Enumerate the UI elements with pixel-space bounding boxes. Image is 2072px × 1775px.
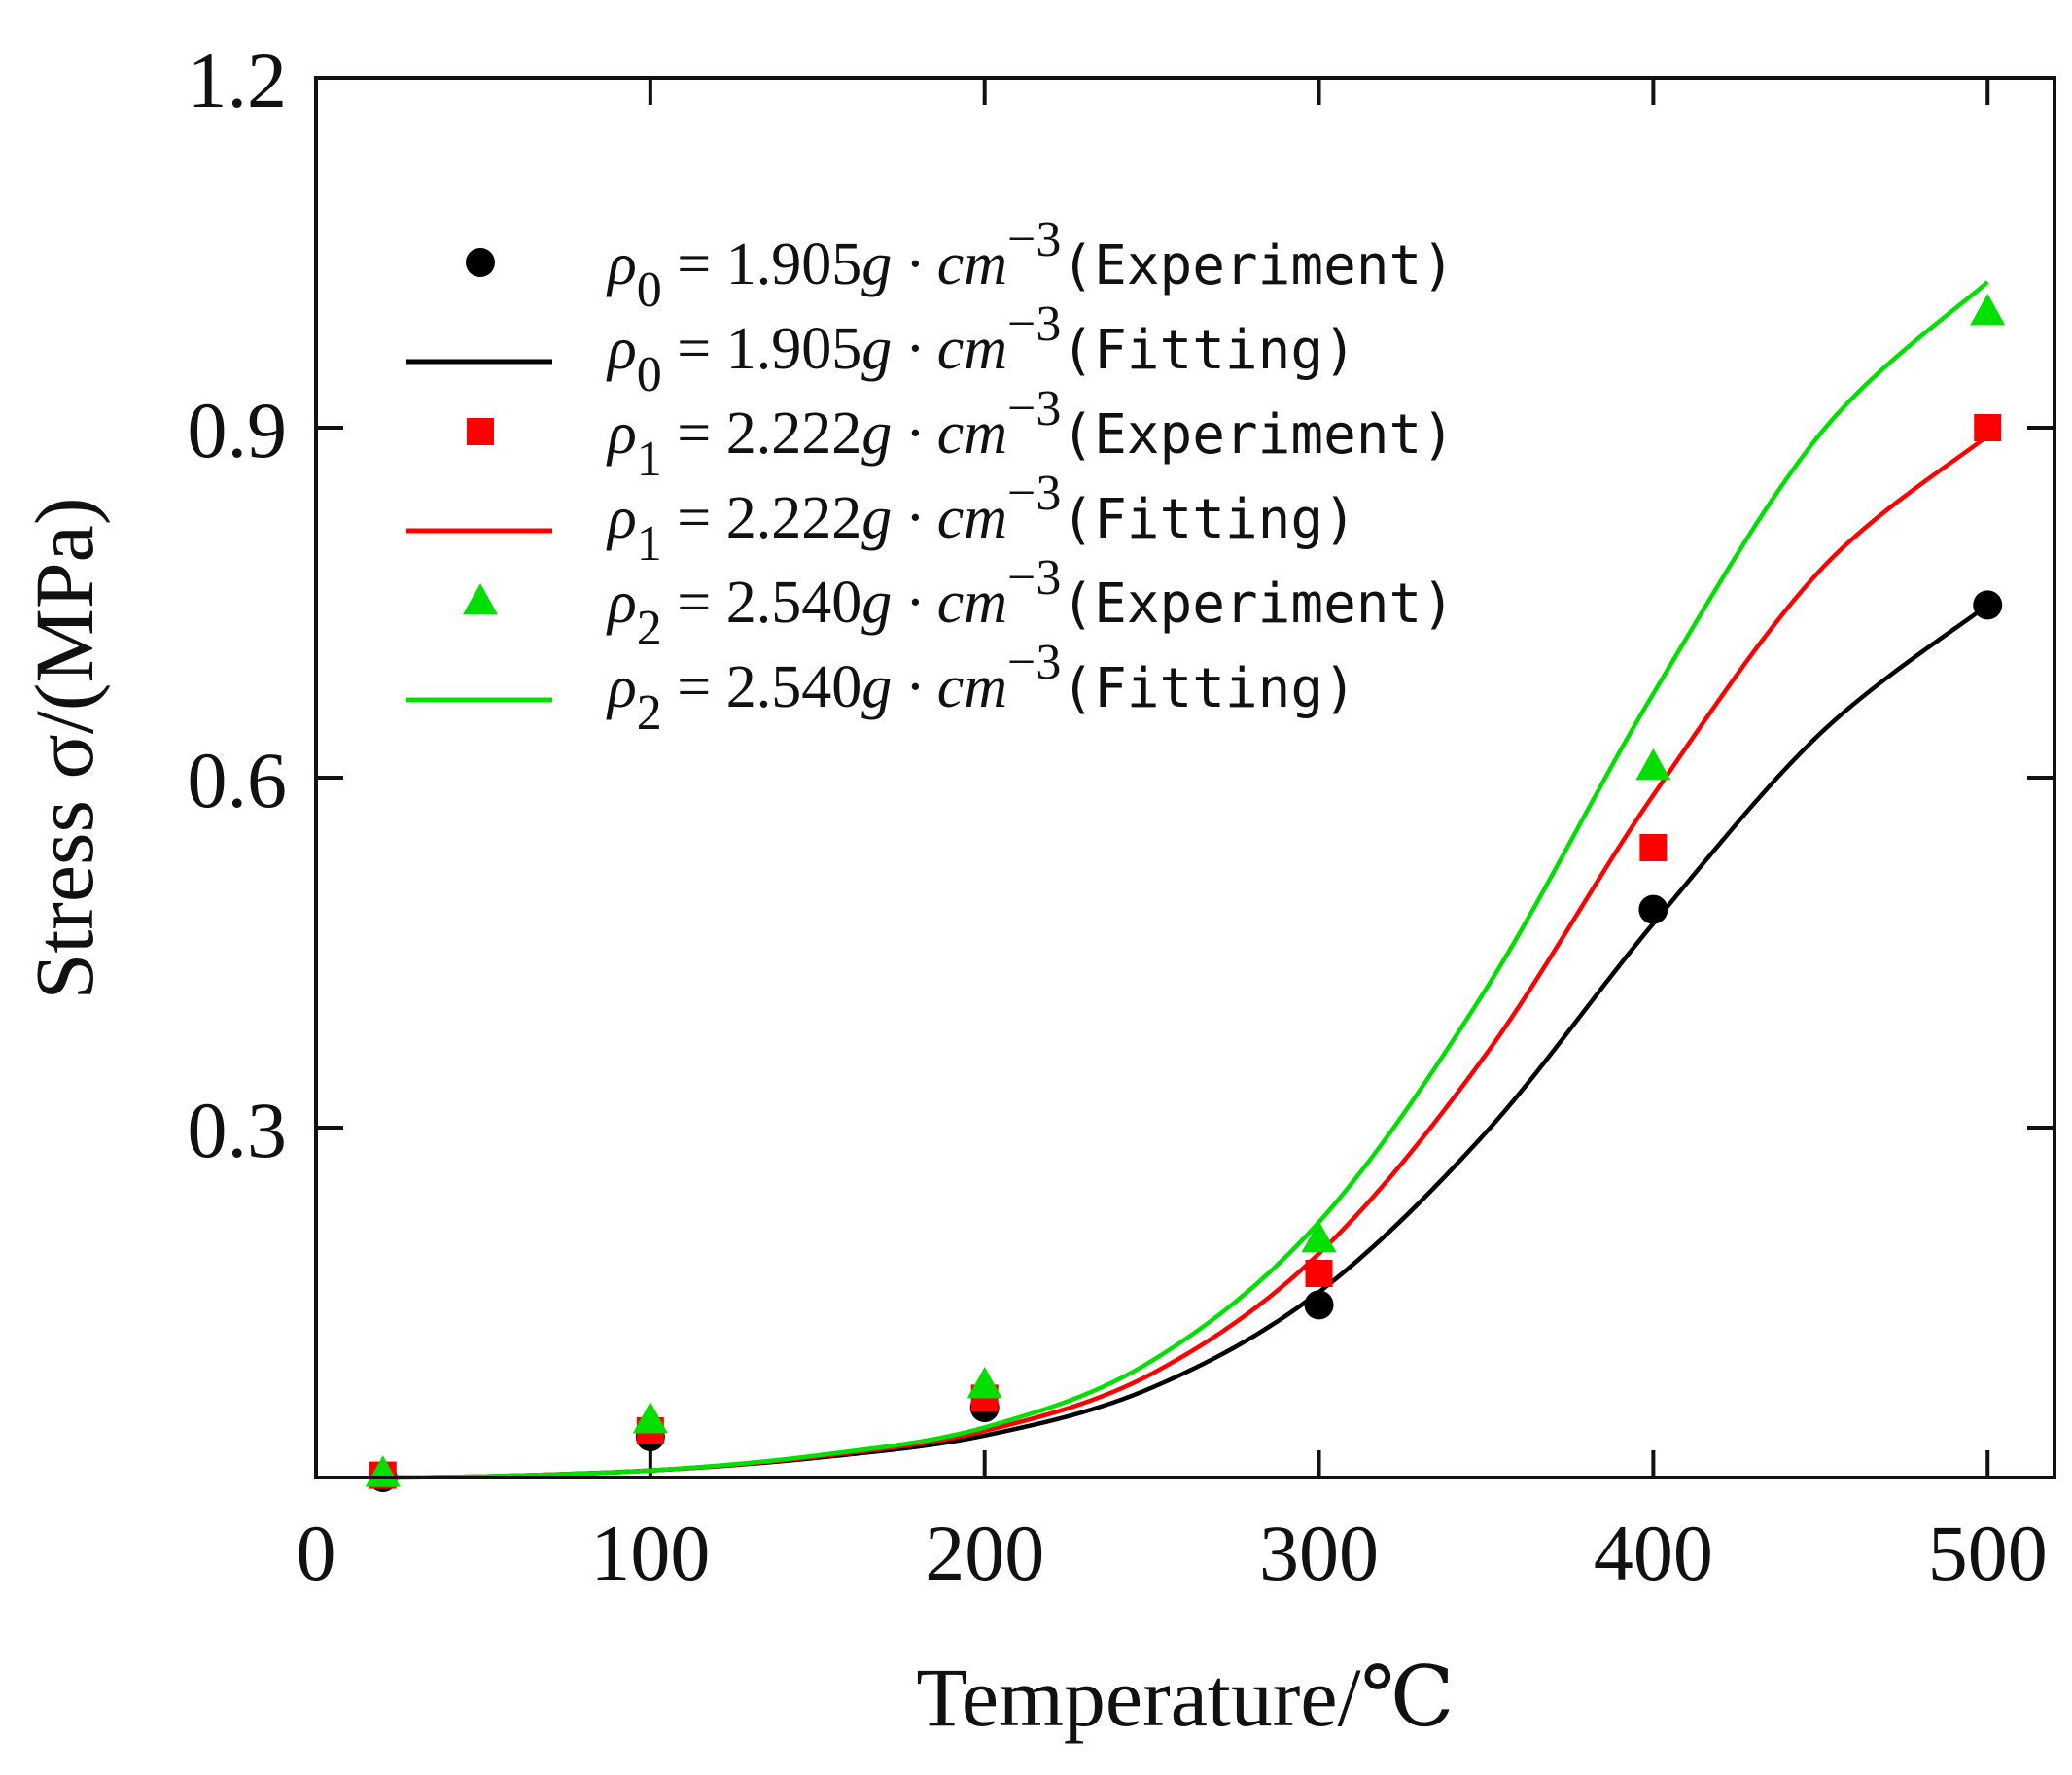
- legend-unit: g · cm: [861, 570, 1007, 636]
- rho1-experiment-point: [1974, 414, 2002, 441]
- legend-sub: 2: [637, 601, 662, 656]
- rho2-experiment-point: [966, 1367, 1002, 1399]
- legend-symbol: ρ: [606, 570, 637, 636]
- legend-label: ρ0 = 1.905g · cm−3(Experiment): [606, 212, 1455, 318]
- legend-sub: 1: [637, 432, 662, 487]
- legend-desc: (Experiment): [1061, 234, 1455, 297]
- y-tick-label: 0.6: [188, 736, 288, 824]
- legend-sup: −3: [1007, 381, 1061, 436]
- x-tick-label: 100: [590, 1509, 710, 1597]
- y-axis-title: Stress σ/(MPa): [18, 498, 111, 1000]
- legend-label: ρ0 = 1.905g · cm−3(Fitting): [606, 296, 1356, 402]
- legend-sub: 1: [637, 516, 662, 572]
- plot-layer: [365, 280, 2006, 1492]
- rho1-experiment-point: [1639, 834, 1668, 861]
- rho2-experiment-point: [1635, 748, 1671, 781]
- legend-sup: −3: [1007, 635, 1061, 690]
- legend-item-rho1-experiment: ρ1 = 2.222g · cm−3(Experiment): [467, 381, 1455, 487]
- tick-layer: [314, 76, 2054, 1478]
- legend-marker-swatch: [466, 248, 495, 277]
- legend-sup: −3: [1007, 466, 1061, 521]
- legend-desc: (Fitting): [1061, 488, 1355, 551]
- legend-sub: 2: [637, 685, 662, 741]
- rho2-fitting-line: [382, 280, 1989, 1480]
- legend-label: ρ2 = 2.540g · cm−3(Fitting): [606, 635, 1356, 741]
- y-tick-label: 0.9: [188, 386, 288, 474]
- legend-item-rho0-fitting: ρ0 = 1.905g · cm−3(Fitting): [406, 296, 1356, 402]
- x-tick-label: 500: [1928, 1509, 2048, 1597]
- legend-item-rho1-fitting: ρ1 = 2.222g · cm−3(Fitting): [406, 466, 1356, 572]
- legend-label: ρ1 = 2.222g · cm−3(Experiment): [606, 381, 1455, 487]
- legend-item-rho2-experiment: ρ2 = 2.540g · cm−3(Experiment): [463, 550, 1455, 656]
- legend-sub: 0: [637, 347, 662, 402]
- legend-marker-swatch: [463, 583, 498, 615]
- rho0-experiment-point: [1973, 590, 2003, 620]
- x-axis-title: Temperature/℃: [916, 1651, 1454, 1744]
- rho0-experiment-point: [1304, 1290, 1334, 1320]
- legend-sup: −3: [1007, 550, 1061, 606]
- legend-sup: −3: [1007, 212, 1061, 267]
- legend-symbol: ρ: [606, 316, 637, 382]
- legend-label: ρ2 = 2.540g · cm−3(Experiment): [606, 550, 1455, 656]
- rho0-fitting-line: [382, 603, 1989, 1480]
- y-tick-label: 1.2: [188, 36, 288, 124]
- y-tick-label: 0.3: [188, 1086, 288, 1174]
- rho2-experiment-point: [1970, 294, 2006, 326]
- x-tick-label: 0: [297, 1509, 336, 1597]
- legend-value: = 2.222: [662, 400, 861, 467]
- x-tick-label: 200: [925, 1509, 1044, 1597]
- legend-value: = 1.905: [662, 231, 861, 297]
- legend-label: ρ1 = 2.222g · cm−3(Fitting): [606, 466, 1356, 572]
- legend-unit: g · cm: [861, 400, 1007, 467]
- legend-desc: (Experiment): [1061, 573, 1455, 636]
- rho2-experiment-point: [632, 1402, 668, 1434]
- legend-symbol: ρ: [606, 231, 637, 297]
- legend-item-rho0-experiment: ρ0 = 1.905g · cm−3(Experiment): [466, 212, 1455, 318]
- rho2-experiment-point: [1301, 1221, 1337, 1253]
- legend-desc: (Fitting): [1061, 319, 1355, 382]
- x-tick-label: 300: [1259, 1509, 1379, 1597]
- legend-unit: g · cm: [861, 654, 1007, 720]
- legend-symbol: ρ: [606, 400, 637, 467]
- legend-unit: g · cm: [861, 231, 1007, 297]
- legend-unit: g · cm: [861, 316, 1007, 382]
- legend-item-rho2-fitting: ρ2 = 2.540g · cm−3(Fitting): [406, 635, 1356, 741]
- legend-desc: (Fitting): [1061, 657, 1355, 720]
- legend: ρ0 = 1.905g · cm−3(Experiment)ρ0 = 1.905…: [406, 212, 1455, 741]
- rho0-experiment-point: [1638, 894, 1668, 924]
- legend-value: = 2.540: [662, 654, 861, 720]
- legend-value: = 2.540: [662, 570, 861, 636]
- legend-symbol: ρ: [606, 654, 637, 720]
- legend-desc: (Experiment): [1061, 403, 1455, 467]
- x-tick-label: 400: [1594, 1509, 1713, 1597]
- rho1-experiment-point: [1305, 1260, 1333, 1287]
- plot-frame: [314, 76, 2056, 1479]
- legend-marker-swatch: [467, 418, 494, 445]
- legend-sup: −3: [1007, 296, 1061, 352]
- legend-sub: 0: [637, 262, 662, 318]
- legend-unit: g · cm: [861, 485, 1007, 551]
- legend-symbol: ρ: [606, 485, 637, 551]
- legend-value: = 2.222: [662, 485, 861, 551]
- legend-value: = 1.905: [662, 316, 861, 382]
